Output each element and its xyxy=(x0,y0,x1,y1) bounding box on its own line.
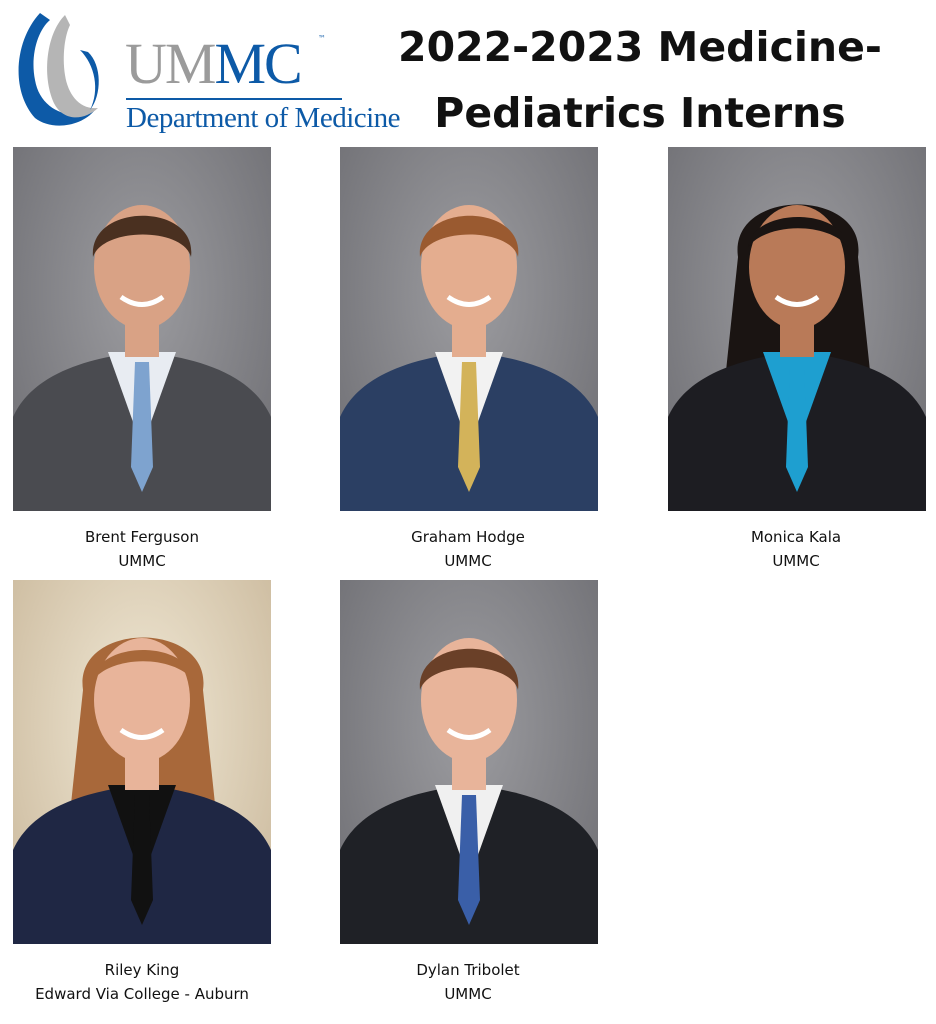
intern-caption: Dylan Tribolet UMMC xyxy=(318,958,618,1006)
intern-school: UMMC xyxy=(118,552,166,570)
intern-school: Edward Via College - Auburn xyxy=(35,985,249,1003)
intern-photo xyxy=(13,147,271,511)
ummc-emblem-icon xyxy=(18,13,99,126)
title-line-2: Pediatrics Interns xyxy=(434,89,846,137)
intern-caption: Monica Kala UMMC xyxy=(646,525,936,573)
intern-name: Dylan Tribolet xyxy=(416,961,520,979)
logo-divider xyxy=(126,98,342,100)
trademark: ™ xyxy=(318,34,326,43)
intern-photo xyxy=(13,580,271,944)
intern-photo xyxy=(340,147,598,511)
title-line-1: 2022-2023 Medicine- xyxy=(398,23,882,71)
intern-name: Monica Kala xyxy=(750,528,842,546)
department-name: Department of Medicine xyxy=(126,102,401,134)
intern-school: UMMC xyxy=(772,552,820,570)
ummc-logo: UMMC ™ Department of Medicine xyxy=(10,10,410,135)
ummc-wordmark: UMMC xyxy=(125,31,303,96)
intern-photo xyxy=(340,580,598,944)
intern-photo xyxy=(668,147,926,511)
intern-name: Riley King xyxy=(104,961,180,979)
intern-caption: Brent Ferguson UMMC xyxy=(0,525,292,573)
page-title: 2022-2023 Medicine- Pediatrics Interns xyxy=(360,14,920,146)
intern-name: Brent Ferguson xyxy=(85,528,199,546)
intern-caption: Riley King Edward Via College - Auburn xyxy=(0,958,292,1006)
intern-school: UMMC xyxy=(444,985,492,1003)
intern-name: Graham Hodge xyxy=(411,528,525,546)
intern-caption: Graham Hodge UMMC xyxy=(318,525,618,573)
intern-school: UMMC xyxy=(444,552,492,570)
